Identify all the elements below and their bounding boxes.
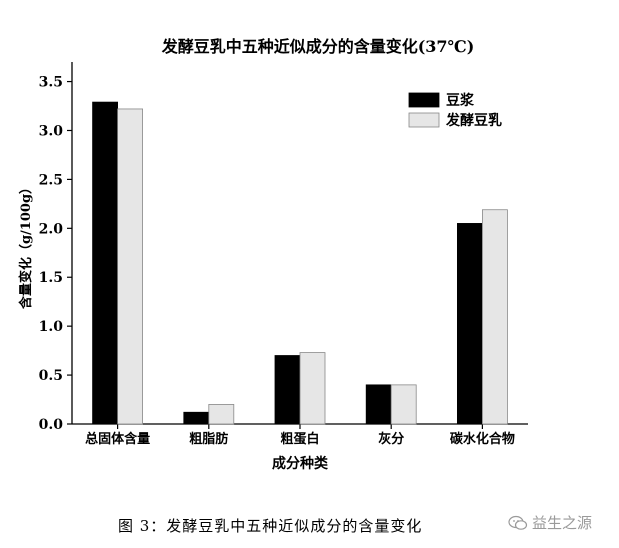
bar-fermented: [390, 384, 417, 425]
x-axis-label: 成分种类: [272, 455, 329, 472]
x-tick-label: 粗蛋白: [280, 431, 319, 447]
x-tick-label: 碳水化合物: [450, 431, 515, 447]
y-tick-label: 2.5: [39, 172, 63, 188]
legend-label: 豆浆: [446, 92, 475, 109]
x-tick-label: 灰分: [378, 431, 404, 447]
legend-swatch: [408, 112, 440, 128]
legend-swatch: [408, 92, 440, 108]
y-tick-label: 0.0: [39, 417, 64, 433]
y-tick-label: 1.5: [39, 270, 63, 286]
bar-soy-milk: [92, 101, 118, 425]
figure-caption: 图 3：发酵豆乳中五种近似成分的含量变化: [118, 517, 423, 535]
bar-fermented: [117, 108, 143, 425]
legend-label: 发酵豆乳: [445, 112, 502, 129]
bar-soy-milk: [456, 223, 483, 425]
y-tick-label: 3.0: [39, 123, 64, 139]
y-tick-label: 3.5: [39, 75, 63, 91]
x-tick-label: 粗脂肪: [189, 431, 228, 447]
bar-fermented: [481, 209, 508, 425]
bar-soy-milk: [274, 355, 301, 425]
bar-fermented: [208, 404, 235, 425]
bar-fermented: [299, 352, 326, 425]
y-tick-label: 0.5: [39, 368, 63, 384]
x-tick-label: 总固体含量: [85, 431, 150, 447]
watermark-text: 益生之源: [532, 514, 593, 532]
y-tick-label: 2.0: [39, 221, 64, 237]
chart-title: 发酵豆乳中五种近似成分的含量变化(37℃): [161, 37, 475, 56]
wechat-icon: [508, 515, 528, 530]
y-axis-label: 含量变化（g/100g）: [18, 181, 34, 310]
bar-soy-milk: [365, 384, 392, 425]
watermark: 益生之源: [508, 512, 592, 533]
bar-soy-milk: [183, 411, 210, 425]
y-tick-label: 1.0: [39, 319, 64, 335]
plot-area: 0.0 0.5 1.0 1.5 2.0 2.5 3.0 3.5 总固体含量 粗脂肪 粗蛋白 灰分 碳水化…: [39, 62, 528, 447]
